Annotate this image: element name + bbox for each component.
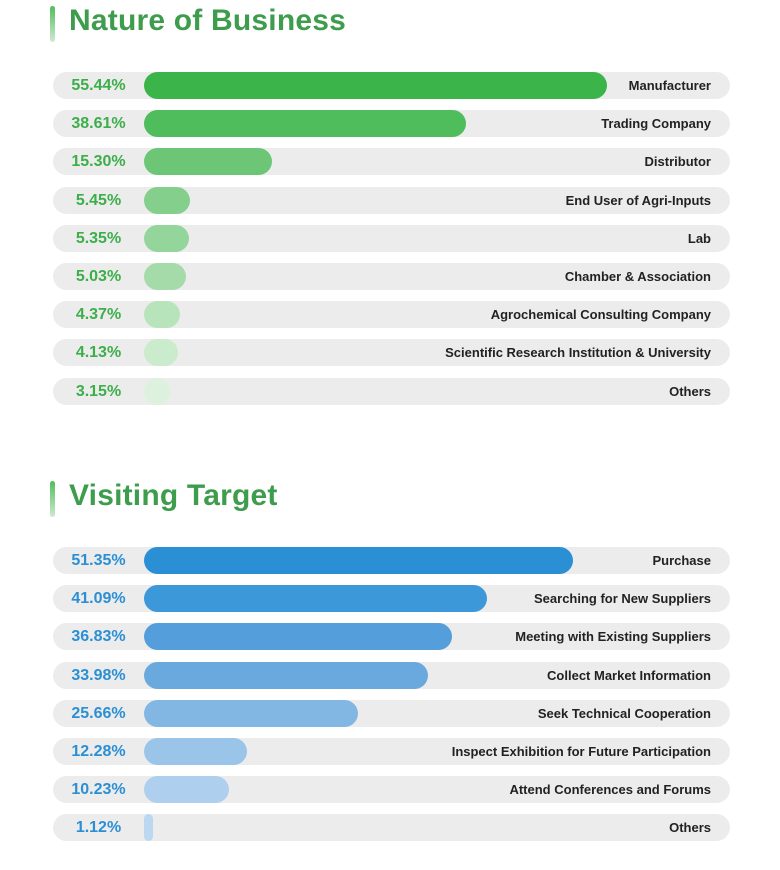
category-label: Others — [669, 820, 711, 836]
bar-row: 55.44% Manufacturer — [53, 72, 730, 99]
bar-row: 10.23% Attend Conferences and Forums — [53, 776, 730, 804]
value-label: 51.35% — [71, 552, 126, 569]
category-label: Seek Technical Cooperation — [537, 705, 711, 721]
bar — [144, 661, 428, 689]
value-label: 15.30% — [71, 153, 126, 171]
bar — [144, 547, 573, 574]
bar-row: 5.03% Chamber & Association — [53, 263, 730, 290]
category-label: Collect Market Information — [547, 667, 711, 683]
bar-row: 41.09% Searching for New Suppliers — [53, 585, 730, 613]
bar — [144, 377, 171, 405]
bar-row: 33.98% Collect Market Information — [53, 661, 730, 689]
bar-row: 38.61% Trading Company — [53, 110, 730, 138]
value-label: 5.35% — [75, 229, 122, 247]
category-label: Others — [669, 383, 711, 399]
category-label: Manufacturer — [628, 78, 711, 93]
category-label: End User of Agri-Inputs — [565, 192, 711, 208]
bar — [144, 585, 488, 613]
bar-row: 4.37% Agrochemical Consulting Company — [53, 301, 730, 329]
category-label: Lab — [687, 230, 711, 246]
category-label: Distributor — [644, 154, 711, 170]
value-label: 41.09% — [71, 590, 126, 608]
bar — [144, 301, 181, 329]
bar — [144, 814, 154, 842]
category-label: Agrochemical Consulting Company — [490, 307, 711, 323]
value-label: 36.83% — [71, 628, 126, 646]
category-label: Searching for New Suppliers — [534, 591, 711, 607]
category-label: Trading Company — [601, 116, 711, 132]
bar — [144, 148, 272, 176]
bar — [144, 263, 186, 290]
category-label: Inspect Exhibition for Future Participat… — [451, 744, 711, 759]
category-label: Purchase — [652, 553, 711, 568]
value-label: 4.13% — [75, 344, 122, 362]
value-label: 10.23% — [71, 781, 126, 799]
value-label: 33.98% — [71, 666, 126, 684]
value-label: 4.37% — [75, 306, 122, 324]
bar — [144, 72, 607, 99]
bar-row: 36.83% Meeting with Existing Suppliers — [53, 623, 730, 651]
bar — [144, 776, 230, 804]
bar — [144, 699, 359, 727]
bar-row: 5.45% End User of Agri-Inputs — [53, 186, 730, 214]
bar — [144, 339, 179, 367]
bar — [144, 110, 467, 138]
bar-row: 25.66% Seek Technical Cooperation — [53, 699, 730, 727]
category-label: Scientific Research Institution & Univer… — [445, 345, 711, 361]
value-label: 25.66% — [71, 704, 126, 722]
bar-row: 3.15% Others — [53, 377, 730, 405]
category-label: Meeting with Existing Suppliers — [515, 629, 711, 645]
value-label: 12.28% — [71, 743, 126, 760]
category-label: Attend Conferences and Forums — [509, 782, 711, 798]
value-label: 55.44% — [71, 77, 126, 94]
category-label: Chamber & Association — [564, 269, 711, 284]
bar-row: 4.13% Scientific Research Institution & U… — [53, 339, 730, 367]
bar-row: 51.35% Purchase — [53, 547, 730, 574]
bar — [144, 224, 189, 252]
value-label: 1.12% — [75, 819, 122, 837]
bar-row: 12.28% Inspect Exhibition for Future Part… — [53, 738, 730, 765]
bar — [144, 738, 247, 765]
title-accent-bar — [50, 6, 55, 42]
chart-title: Nature of Business — [69, 4, 346, 37]
title-accent-bar — [50, 481, 55, 517]
bar — [144, 623, 452, 651]
value-label: 38.61% — [71, 115, 126, 133]
chart-title: Visiting Target — [69, 479, 278, 512]
bar-row: 15.30% Distributor — [53, 148, 730, 176]
bar — [144, 186, 190, 214]
value-label: 5.03% — [75, 268, 122, 285]
value-label: 3.15% — [75, 382, 122, 400]
bar-row: 5.35% Lab — [53, 224, 730, 252]
value-label: 5.45% — [75, 191, 122, 209]
bar-row: 1.12% Others — [53, 814, 730, 842]
